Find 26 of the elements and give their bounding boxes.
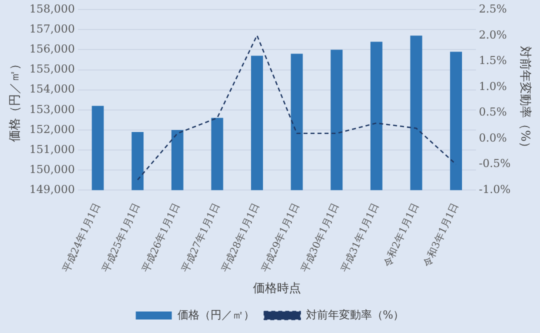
- y2-axis-title: 対前年変動率（%）: [518, 46, 533, 154]
- y2-tick-label: 2.5%: [478, 2, 507, 16]
- y2-tick-label: -0.5%: [478, 157, 511, 170]
- x-tick-label: 令和2年1月1日: [381, 200, 422, 269]
- y-tick-label: 154,000: [29, 82, 75, 96]
- y-tick-label: 152,000: [29, 122, 75, 136]
- y2-tick-label: 2.0%: [478, 28, 507, 42]
- y-tick-label: 151,000: [29, 142, 75, 156]
- y2-tick-label: 1.0%: [478, 80, 507, 93]
- y-tick-label: 149,000: [29, 183, 75, 196]
- y-tick-label: 153,000: [29, 102, 75, 116]
- y2-tick-label: -1.0%: [478, 183, 511, 196]
- y2-tick-label: 1.5%: [478, 54, 507, 68]
- y-axis-title: 価格（円／㎡）: [7, 58, 22, 142]
- y2-tick-label: 0.0%: [478, 131, 507, 144]
- x-axis-title: 価格時点: [252, 280, 301, 295]
- y-tick-label: 158,000: [29, 2, 75, 16]
- y-tick-label: 157,000: [29, 22, 75, 36]
- x-tick-label: 令和3年1月1日: [421, 200, 462, 269]
- legend-label: 価格（円／㎡）: [177, 308, 254, 322]
- line-series: [136, 34, 457, 180]
- y2-tick-label: 0.5%: [478, 106, 507, 119]
- legend-label: 対前年変動率（%）: [306, 308, 404, 322]
- y-tick-label: 150,000: [29, 162, 75, 176]
- y-tick-label: 156,000: [29, 42, 75, 56]
- y-tick-label: 155,000: [29, 62, 75, 76]
